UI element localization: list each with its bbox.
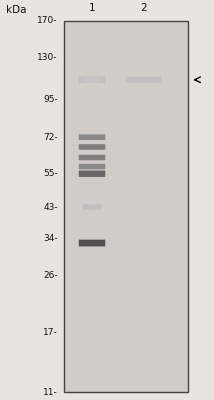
Text: 34-: 34- (43, 234, 58, 244)
Text: 2: 2 (140, 3, 147, 13)
Text: 26-: 26- (43, 271, 58, 280)
Text: 17-: 17- (43, 328, 58, 338)
Text: 95-: 95- (43, 95, 58, 104)
FancyBboxPatch shape (79, 155, 105, 160)
FancyBboxPatch shape (79, 76, 105, 83)
Text: 1: 1 (89, 3, 95, 13)
FancyBboxPatch shape (79, 170, 105, 177)
FancyBboxPatch shape (79, 134, 105, 140)
Text: 72-: 72- (43, 133, 58, 142)
Text: 55-: 55- (43, 169, 58, 178)
FancyBboxPatch shape (79, 164, 105, 169)
Text: kDa: kDa (6, 5, 27, 15)
FancyBboxPatch shape (81, 77, 103, 83)
FancyBboxPatch shape (126, 77, 161, 83)
Text: 11-: 11- (43, 388, 58, 396)
Text: 170-: 170- (37, 16, 58, 25)
FancyBboxPatch shape (79, 240, 105, 246)
Text: 43-: 43- (43, 203, 58, 212)
Bar (64, 21, 188, 392)
FancyBboxPatch shape (79, 144, 105, 150)
Text: 130-: 130- (37, 52, 58, 62)
FancyBboxPatch shape (83, 204, 101, 210)
